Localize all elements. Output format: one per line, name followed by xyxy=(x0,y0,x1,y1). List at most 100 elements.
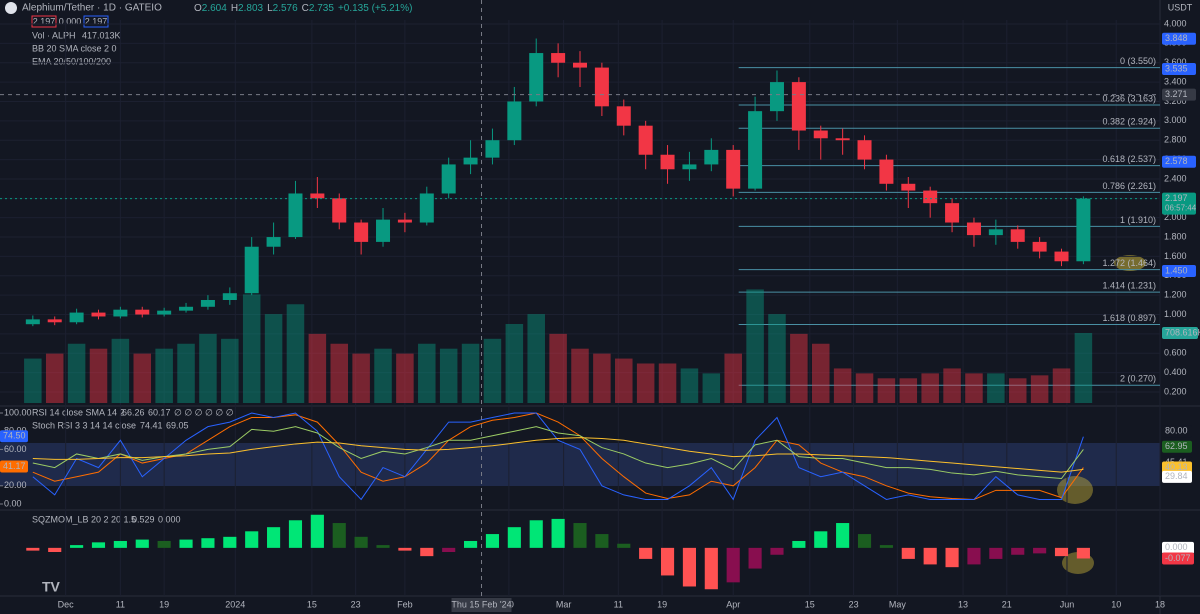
volume-bar xyxy=(67,343,86,403)
axis-marker-label: 2.578 xyxy=(1165,156,1188,166)
spread: 0.000 xyxy=(59,16,82,26)
x-tick-label: Apr xyxy=(726,599,740,609)
fib-label: 1.618 (0.897) xyxy=(1102,313,1156,323)
volume-bar xyxy=(768,314,786,403)
axis-marker xyxy=(1162,470,1192,483)
volume-bar xyxy=(286,304,305,403)
axis-marker-label: 0.000 xyxy=(1165,542,1188,552)
volume-bar xyxy=(833,368,852,403)
candle-body xyxy=(179,306,194,311)
momentum-bar xyxy=(814,531,828,548)
momentum-bar xyxy=(91,542,106,548)
volume-bar xyxy=(155,348,173,403)
ask: 2.197 xyxy=(85,16,108,26)
axis-marker-label: 3.535 xyxy=(1165,63,1188,73)
volume-bar xyxy=(24,358,42,403)
y-tick-label: 1.800 xyxy=(1164,231,1187,241)
ema-legend: EMA 20/50/100/200 xyxy=(32,56,111,66)
candle-body xyxy=(157,310,172,315)
volume-bar xyxy=(396,353,414,403)
candle-body xyxy=(1010,229,1025,242)
axis-marker xyxy=(1162,541,1194,554)
candle-body xyxy=(572,62,588,68)
volume-bar xyxy=(1008,378,1027,403)
momentum-bar xyxy=(179,539,193,548)
volume-bar xyxy=(527,314,545,403)
momentum-bar xyxy=(617,543,631,548)
x-tick-label: 10 xyxy=(1111,599,1121,609)
y-tick-label: 3.000 xyxy=(1164,115,1187,125)
axis-marker xyxy=(1162,32,1196,45)
y-tick-label: 1.000 xyxy=(1164,309,1187,319)
x-tick-label: 23 xyxy=(849,599,859,609)
x-tick-label: 19 xyxy=(159,599,169,609)
momentum-bar xyxy=(639,547,653,559)
momentum-bar xyxy=(945,547,959,568)
axis-marker xyxy=(1162,461,1192,474)
candle-body xyxy=(332,198,347,223)
axis-marker xyxy=(1162,155,1196,168)
candle-body xyxy=(551,53,566,63)
ohlc-part: 2.735 xyxy=(309,3,334,14)
momentum-bar xyxy=(245,531,259,548)
x-tick-label: Jun xyxy=(1060,599,1075,609)
candle-body xyxy=(485,140,500,158)
bid: 2.197 xyxy=(33,16,56,26)
fib-label: 1 (1.910) xyxy=(1120,215,1156,225)
symbol-icon xyxy=(5,2,17,14)
momentum-bar xyxy=(967,547,981,565)
momentum-bar xyxy=(288,520,303,548)
x-tick-label: 18 xyxy=(1155,599,1165,609)
axis-marker-label: 80.00 xyxy=(1165,426,1188,436)
volume-bar xyxy=(483,338,502,403)
volume-bar xyxy=(111,338,130,403)
axis-marker xyxy=(0,460,28,473)
rsi-sma-line xyxy=(32,437,1084,473)
x-tick-label: Mar xyxy=(556,599,572,609)
y-tick-label: 2.800 xyxy=(1164,135,1187,145)
axis-marker xyxy=(0,430,28,443)
momentum-bar xyxy=(267,527,281,548)
volume-bar xyxy=(724,353,742,403)
momentum-bar xyxy=(442,547,456,552)
legend-value: 60.17 xyxy=(148,407,171,417)
legend-value: 0.000 xyxy=(158,514,181,524)
axis-marker-label: 708.616K xyxy=(1165,327,1200,337)
x-tick-label: 13 xyxy=(958,599,968,609)
volume-bar xyxy=(658,363,677,403)
candle-body xyxy=(616,106,631,126)
candle-body xyxy=(682,164,697,170)
currency[interactable]: USDT xyxy=(1168,2,1193,12)
volume-bar xyxy=(571,348,589,403)
momentum-bar xyxy=(770,547,784,555)
candle-body xyxy=(354,222,369,242)
axis-marker-label: 74.50 xyxy=(3,431,26,441)
volume-bar xyxy=(636,363,655,403)
axis-marker xyxy=(1162,63,1196,76)
stoch-legend: Stoch RSI 3 3 14 14 close xyxy=(32,420,136,430)
momentum-bar xyxy=(792,540,806,548)
fib-label: 0.382 (2.924) xyxy=(1102,117,1156,127)
volume-bar xyxy=(1052,368,1071,403)
volume-bar xyxy=(1074,333,1093,403)
rsi-tick-label: 60.00 xyxy=(4,444,27,454)
rsi-tick-label: 100.00 xyxy=(4,407,32,417)
momentum-bar xyxy=(879,545,893,548)
volume-bar xyxy=(89,348,108,403)
legend-value: ∅ ∅ ∅ ∅ ∅ ∅ xyxy=(174,407,234,417)
volume-bar xyxy=(680,368,699,403)
candle-body xyxy=(1076,198,1091,262)
candle-body xyxy=(69,312,84,323)
momentum-bar xyxy=(354,536,368,548)
candle-body xyxy=(638,125,653,155)
candle-body xyxy=(507,101,522,141)
axis-marker xyxy=(1162,425,1192,438)
momentum-bar xyxy=(573,523,587,548)
ohlc-legend: O2.604 H2.803 L2.576 C2.735 +0.135 (+5.21%) xyxy=(194,3,412,14)
fib-label: 1.414 (1.231) xyxy=(1102,281,1156,291)
y-tick-label: 4.000 xyxy=(1164,18,1187,28)
volume-bar xyxy=(899,378,918,403)
candle-body xyxy=(769,82,784,112)
last-price-label: 2.197 xyxy=(1165,193,1188,203)
logo: TV xyxy=(42,579,61,595)
